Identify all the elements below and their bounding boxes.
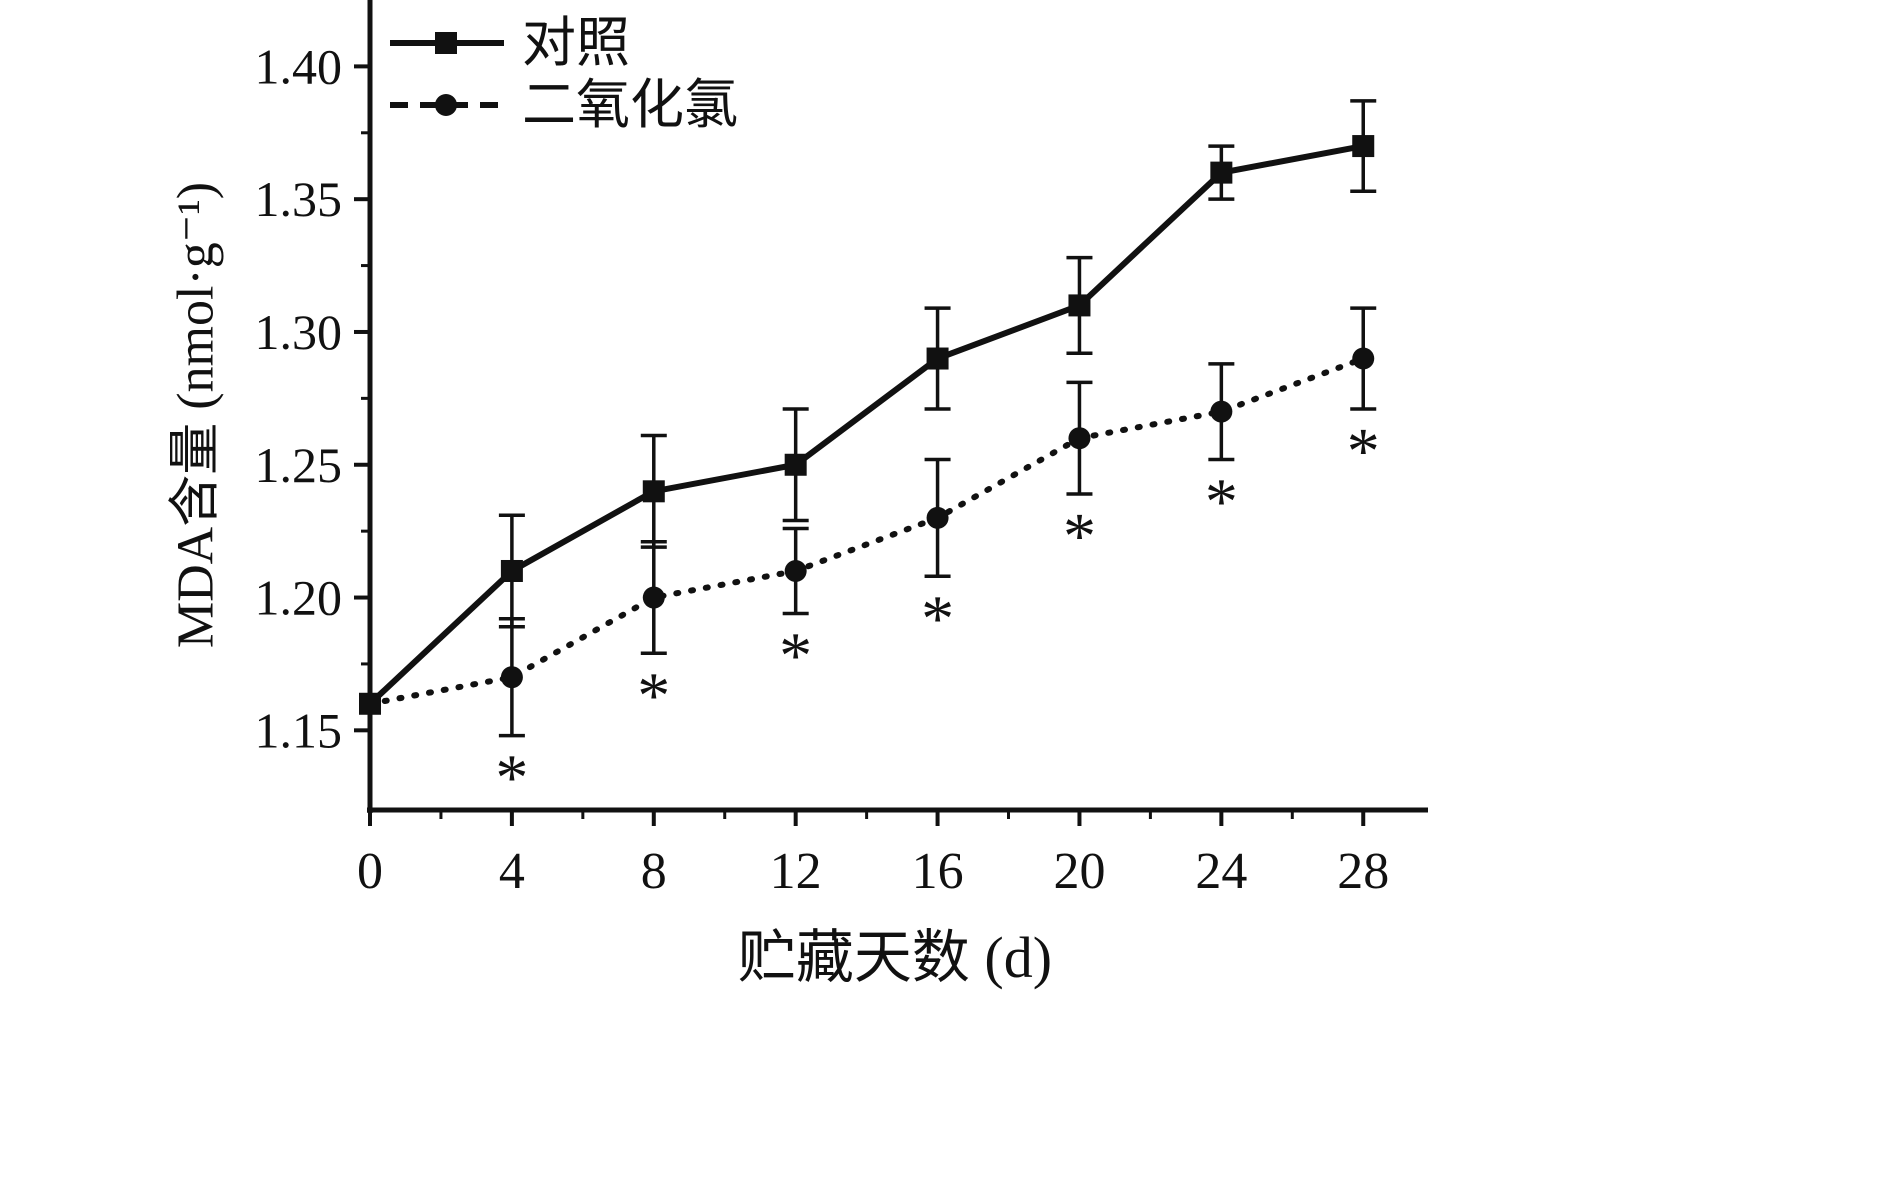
legend-sample-solid-square-icon	[390, 32, 504, 54]
y-tick-label: 1.30	[255, 304, 343, 360]
legend-sample-dashed-circle-icon	[390, 94, 504, 116]
significance-asterisk: *	[1347, 415, 1380, 488]
y-tick-label: 1.40	[255, 38, 343, 94]
legend-item-control: 对照	[388, 16, 738, 70]
data-point-circle	[784, 559, 807, 582]
x-tick-label: 4	[499, 843, 525, 900]
series-line-1	[367, 355, 1367, 707]
data-point-circle	[359, 692, 381, 715]
x-tick-label: 0	[357, 843, 383, 900]
data-point-square	[1210, 161, 1233, 184]
legend-label-clo2: 二氧化氯	[522, 75, 738, 135]
data-point-circle	[926, 506, 949, 529]
data-point-square	[642, 480, 665, 503]
significance-asterisk: *	[779, 619, 812, 692]
data-point-square	[500, 559, 523, 582]
significance-asterisk: *	[637, 659, 670, 732]
y-tick-label: 1.35	[255, 171, 343, 227]
significance-asterisk: *	[1205, 465, 1238, 538]
legend-label-control: 对照	[522, 13, 630, 73]
data-point-square	[1068, 294, 1091, 317]
data-point-square	[926, 347, 949, 370]
x-tick-label: 16	[912, 843, 964, 900]
data-point-circle	[1068, 427, 1091, 450]
significance-asterisk: *	[921, 582, 954, 655]
data-point-circle	[1210, 400, 1233, 423]
data-point-circle	[1352, 347, 1375, 370]
x-tick-label: 12	[770, 843, 822, 900]
data-point-square	[784, 453, 807, 476]
x-tick-label: 8	[641, 843, 667, 900]
data-point-circle	[500, 666, 523, 689]
significance-asterisk: *	[495, 742, 528, 815]
x-axis-title: 贮藏天数 (d)	[737, 925, 1053, 990]
legend-item-clo2: 二氧化氯	[388, 78, 738, 132]
y-tick-label: 1.15	[255, 702, 343, 758]
series-line-0	[367, 143, 1364, 706]
y-axis-title: MDA含量 (nmol·g⁻¹)	[167, 181, 225, 649]
x-tick-label: 24	[1195, 843, 1247, 900]
data-point-square	[1352, 135, 1375, 158]
y-tick-label: 1.20	[255, 570, 343, 626]
x-tick-label: 28	[1337, 843, 1389, 900]
significance-asterisk: *	[1063, 500, 1096, 573]
x-tick-label: 20	[1053, 843, 1105, 900]
legend: 对照 二氧化氯	[388, 16, 738, 132]
y-tick-label: 1.25	[255, 437, 343, 493]
data-point-circle	[642, 586, 665, 609]
